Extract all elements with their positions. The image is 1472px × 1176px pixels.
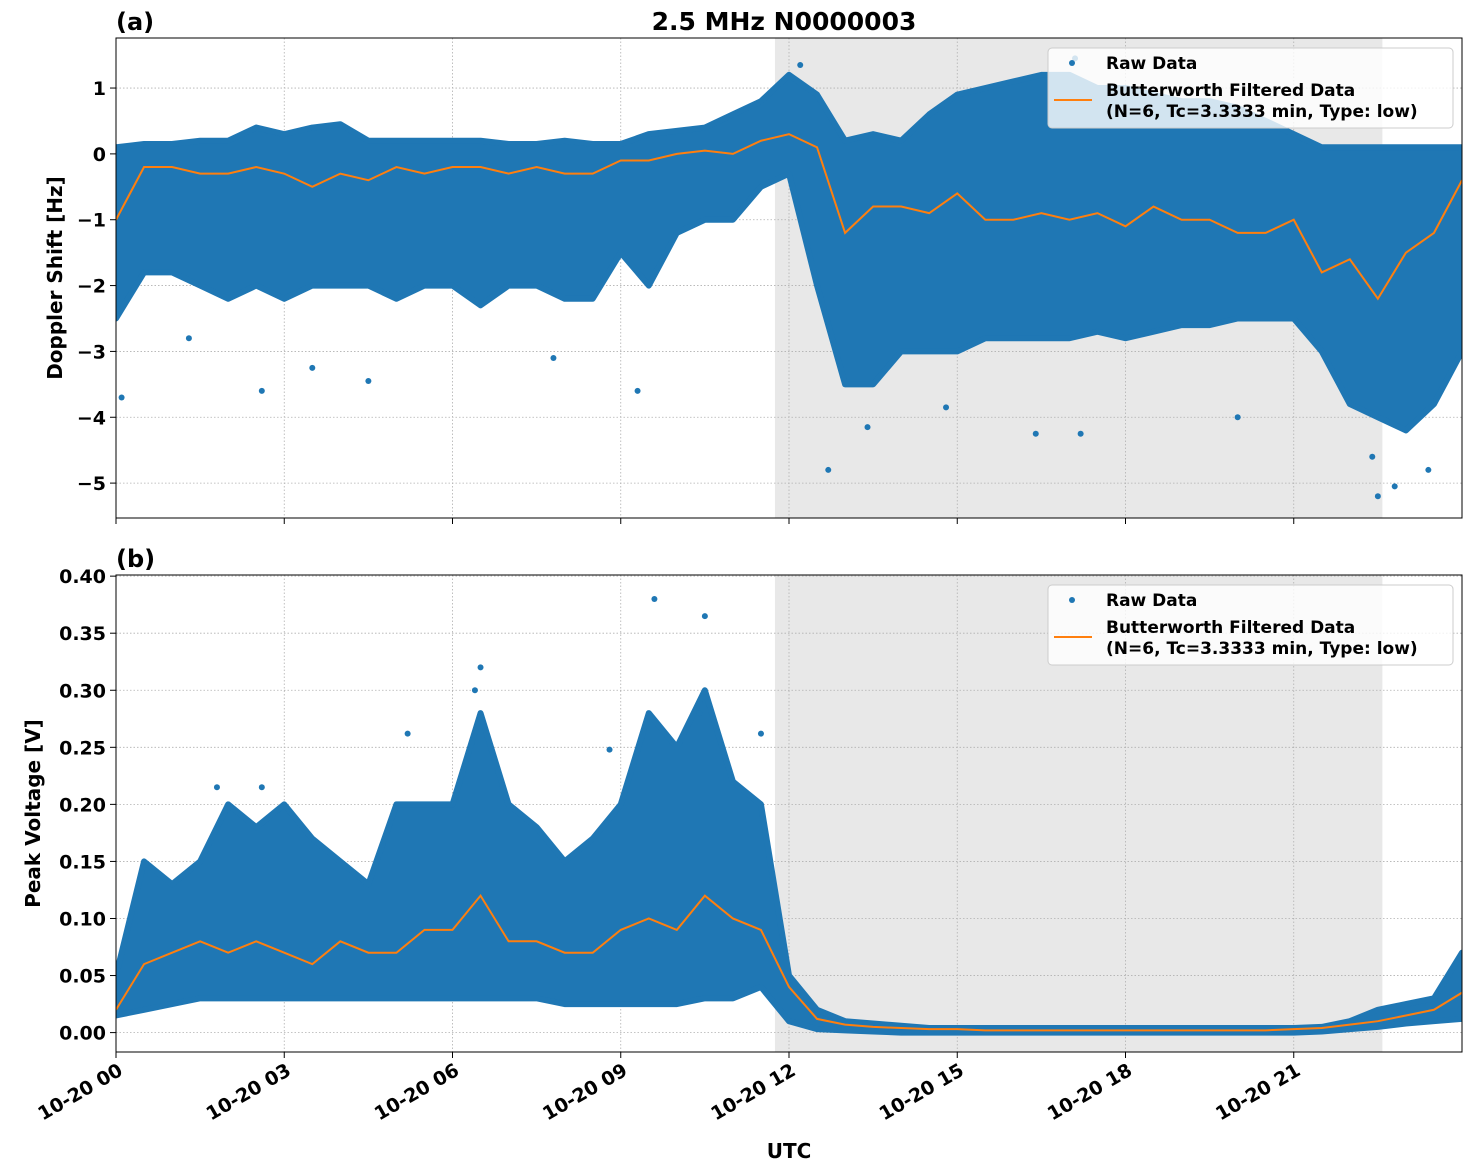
raw-data-point (1369, 453, 1376, 460)
y-tick-label: 0.20 (59, 794, 106, 816)
raw-data-point (696, 710, 703, 717)
legend-raw-marker (1069, 60, 1075, 66)
legend-filtered-label: Butterworth Filtered Data (1106, 618, 1355, 638)
y-tick-label: 0.25 (59, 737, 106, 759)
raw-data-point (864, 424, 871, 431)
raw-data-point (825, 466, 832, 473)
x-tick-label: 10-20 12 (707, 1059, 799, 1125)
legend-filtered-label: (N=6, Tc=3.3333 min, Type: low) (1106, 639, 1418, 659)
raw-data-point (550, 355, 557, 361)
y-tick-label: 0.35 (59, 623, 106, 645)
raw-data-band (116, 71, 1462, 434)
y-tick-label: 0 (93, 144, 106, 166)
filtered-data-line (116, 133, 1462, 301)
legend-filtered-label: Butterworth Filtered Data (1106, 81, 1355, 101)
raw-data-point (1374, 493, 1381, 500)
x-tick-label: 10-20 00 (34, 1059, 126, 1125)
y-tick-label: 0.15 (59, 851, 106, 873)
raw-data-point (471, 687, 478, 694)
x-tick-label: 10-20 06 (371, 1059, 463, 1125)
panel-label: (b) (116, 545, 155, 573)
raw-data-point (258, 387, 265, 394)
y-tick-label: −1 (77, 210, 106, 232)
legend-raw-label: Raw Data (1106, 591, 1197, 611)
raw-data-point (606, 746, 613, 753)
raw-data-point (118, 394, 125, 401)
raw-data-point (1032, 430, 1039, 437)
legend-raw-marker (1069, 597, 1075, 603)
legend-raw-label: Raw Data (1106, 54, 1197, 74)
axes-frame (115, 574, 1463, 1053)
legend: Raw Data Butterworth Filtered Data(N=6, T… (1047, 584, 1454, 666)
y-tick-label: 0.05 (59, 966, 106, 988)
x-tick-label: 10-20 15 (875, 1059, 967, 1125)
legend: Raw Data Butterworth Filtered Data(N=6, T… (1047, 47, 1454, 129)
panel-b: 10-20 00 10-20 03 10-20 06 10-20 09 10-20 12… (21, 545, 1463, 1125)
y-axis-label: Doppler Shift [Hz] (43, 176, 67, 380)
data-layer (116, 55, 1462, 500)
y-tick-label: −3 (77, 341, 106, 363)
raw-data-point (701, 613, 708, 620)
y-axis-label: Peak Voltage [V] (21, 719, 45, 908)
raw-data-point (477, 664, 484, 671)
y-tick-label: 0.00 (59, 1023, 106, 1045)
y-tick-label: −2 (77, 276, 106, 298)
x-tick-label: 10-20 03 (202, 1059, 294, 1125)
raw-data-point (365, 378, 372, 385)
raw-data-point (757, 730, 764, 737)
raw-data-point (651, 595, 658, 602)
raw-data-point (404, 730, 411, 737)
raw-data-point (258, 784, 265, 791)
raw-data-point (1391, 483, 1398, 490)
y-tick-label: 0.10 (59, 908, 106, 930)
legend-filtered-label: (N=6, Tc=3.3333 min, Type: low) (1106, 102, 1418, 122)
raw-data-point (185, 335, 192, 342)
x-axis-label: UTC (767, 1139, 812, 1163)
x-tick-label: 10-20 18 (1044, 1059, 1136, 1125)
raw-data-point (1425, 466, 1432, 473)
y-tick-label: −4 (77, 407, 106, 429)
y-tick-label: 1 (93, 78, 106, 100)
raw-data-point (1234, 414, 1241, 421)
data-layer (116, 595, 1462, 1036)
x-tick-label: 10-20 09 (539, 1059, 631, 1125)
figure-title: 2.5 MHz N0000003 (652, 7, 917, 36)
legend-box (1047, 47, 1454, 129)
panel-a: 1 0 −1 −2 −3 −4 −5 (a) Doppler Shift [Hz] Raw Dat… (43, 8, 1463, 524)
panel-label: (a) (116, 8, 154, 36)
raw-data-point (634, 387, 641, 394)
raw-data-point (797, 61, 804, 68)
legend-box (1047, 584, 1454, 666)
raw-data-band (116, 687, 1462, 1036)
y-tick-label: −5 (77, 473, 106, 495)
x-tick-label: 10-20 21 (1212, 1059, 1304, 1125)
raw-data-point (213, 784, 220, 791)
axes-frame (115, 37, 1463, 519)
y-tick-label: 0.40 (59, 566, 106, 588)
raw-data-point (943, 404, 950, 411)
raw-data-point (309, 364, 316, 371)
raw-data-point (1077, 430, 1084, 437)
y-tick-label: 0.30 (59, 680, 106, 702)
filtered-data-line (116, 893, 1462, 1032)
